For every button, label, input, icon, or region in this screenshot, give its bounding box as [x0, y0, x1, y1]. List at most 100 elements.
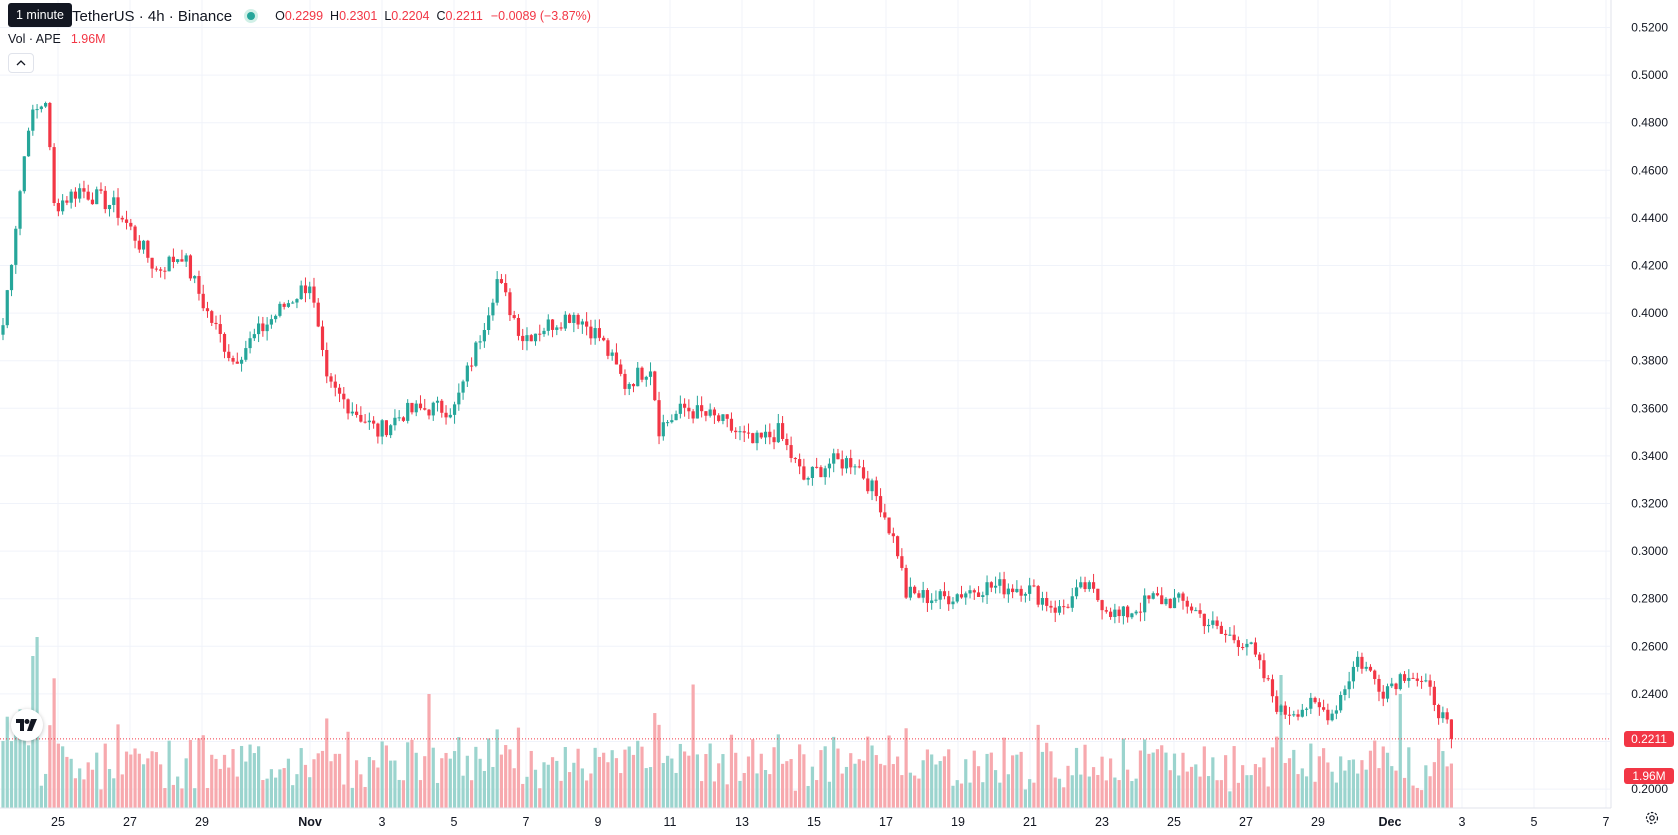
volume-bar — [393, 760, 397, 808]
volume-bar — [589, 773, 593, 808]
volume-bar — [938, 761, 942, 808]
candle-body — [985, 582, 989, 596]
candle-body — [1130, 613, 1134, 618]
open-label: O — [275, 9, 285, 23]
volume-bar — [1398, 694, 1402, 808]
candle-body — [968, 590, 972, 594]
candle-body — [602, 337, 606, 341]
volume-bar — [512, 768, 516, 808]
candle-body — [1211, 620, 1215, 625]
time-axis[interactable]: 25 27 29 Nov 3 5 7 9 11 13 15 17 19 21 23 25 27 29 Dec 3 5 7 — [0, 807, 1611, 829]
candle-body — [188, 255, 193, 279]
candle-body — [657, 400, 661, 437]
candle-body — [989, 582, 993, 588]
candle-body — [90, 199, 95, 205]
volume-bar — [141, 764, 146, 808]
volume-bar — [891, 764, 895, 808]
time-tick-label: 3 — [1459, 815, 1466, 829]
candle-body — [1394, 683, 1398, 690]
volume-bar — [1287, 758, 1292, 808]
candle-body — [1113, 609, 1117, 617]
candle-body — [252, 334, 256, 339]
volume-bar — [585, 780, 589, 808]
candle-body — [516, 317, 521, 336]
candle-body — [819, 467, 823, 478]
volume-bar — [648, 767, 653, 808]
volume-bar — [22, 737, 26, 808]
volume-bar — [78, 768, 82, 808]
candle-body — [14, 228, 18, 265]
gear-icon[interactable] — [1644, 810, 1660, 826]
candle-body — [1317, 702, 1321, 708]
volume-bar — [687, 755, 691, 808]
volume-bar — [1330, 771, 1334, 808]
volume-bar — [644, 768, 648, 808]
candle-body — [470, 365, 474, 367]
volume-bar — [423, 756, 427, 808]
candle-body — [461, 381, 465, 393]
time-tick-label: 29 — [1311, 815, 1325, 829]
volume-bar — [725, 784, 729, 808]
last-price-label: 0.2211 — [1624, 730, 1674, 747]
volume-bar — [1279, 675, 1283, 808]
candle-body — [610, 352, 614, 356]
candle-body — [1015, 588, 1019, 593]
candle-body — [806, 477, 810, 480]
candle-body — [887, 517, 891, 534]
volume-bar — [1411, 785, 1415, 808]
candle-body — [1279, 705, 1283, 712]
candle-body — [1432, 686, 1436, 705]
candle-body — [917, 593, 921, 598]
candle-body — [925, 590, 930, 604]
volume-label[interactable]: Vol · APE — [8, 32, 61, 46]
time-tick-label: 21 — [1023, 815, 1037, 829]
volume-bar — [312, 759, 316, 808]
symbol-title[interactable]: TetherUS · 4h · Binance — [72, 7, 233, 25]
candle-body — [184, 255, 188, 262]
candle-body — [1330, 713, 1334, 721]
candle-body — [1428, 680, 1432, 687]
candlesticks — [1, 101, 1453, 749]
volume-bar — [107, 769, 112, 808]
symbol-legend: TetherUS · 4h · Binance O 0.2299 H 0.2301 … — [8, 7, 591, 25]
volume-bar — [776, 734, 780, 808]
candle-body — [397, 417, 401, 419]
volume-bar — [69, 758, 73, 808]
time-tick-label: 17 — [879, 815, 893, 829]
volume-bar — [525, 776, 529, 808]
volume-bar — [1339, 756, 1343, 808]
candle-body — [248, 338, 252, 349]
collapse-legend-button[interactable] — [8, 53, 34, 73]
volume-bar — [1373, 740, 1377, 808]
candle-body — [904, 567, 908, 598]
candle-body — [410, 402, 414, 413]
tradingview-logo-icon[interactable] — [11, 709, 43, 741]
price-axis[interactable]: 0.5200 0.5000 0.4800 0.4600 0.4400 0.4200 0.40… — [1610, 0, 1668, 808]
volume-bar — [780, 763, 785, 808]
volume-bar — [883, 765, 887, 808]
volume-bar — [755, 773, 759, 808]
volume-bar — [802, 754, 806, 808]
candle-body — [1198, 610, 1202, 614]
volume-bar — [555, 760, 559, 808]
candle-body — [35, 109, 39, 111]
candle-body — [1377, 678, 1381, 692]
candle-body — [742, 431, 746, 433]
candle-body — [1066, 606, 1070, 608]
volume-bar — [210, 754, 214, 808]
candle-body — [559, 327, 563, 329]
candle-body — [1309, 697, 1313, 709]
volume-bar — [789, 759, 793, 808]
volume-bar — [286, 758, 291, 808]
volume-bar — [1415, 787, 1419, 808]
candle-body — [793, 457, 797, 460]
candle-body — [39, 106, 43, 110]
volume-bar — [376, 767, 380, 808]
volume-bar — [1428, 776, 1432, 808]
candle-body — [474, 342, 478, 366]
volume-bar — [934, 764, 938, 808]
volume-bar — [116, 724, 120, 808]
volume-bar — [444, 752, 448, 808]
candle-body — [827, 463, 832, 469]
